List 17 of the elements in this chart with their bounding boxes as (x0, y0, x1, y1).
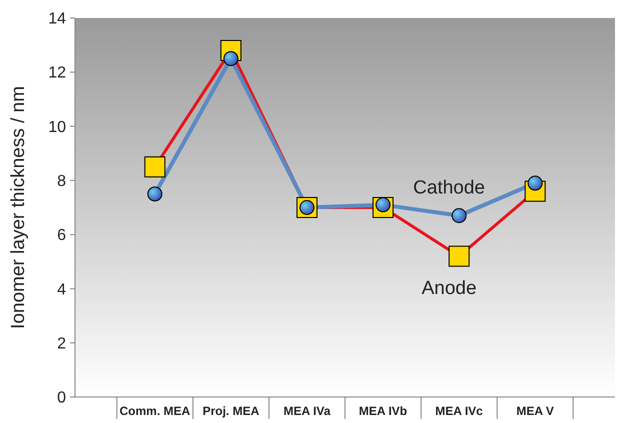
x-tick-label: MEA IVa (284, 404, 331, 418)
y-tick-label: 8 (57, 173, 66, 190)
x-tick-label: MEA IVc (435, 404, 484, 418)
x-tick-label: MEA V (516, 404, 554, 418)
series-label: Anode (422, 278, 477, 300)
y-tick-label: 6 (57, 227, 66, 244)
x-tick-label: MEA IVb (358, 404, 408, 418)
series-label: Cathode (413, 178, 486, 199)
x-tick-label: Proj. MEA (202, 404, 260, 418)
x-tick-label: Comm. MEA (120, 404, 191, 418)
y-tick-label: 10 (48, 118, 66, 136)
y-tick-label: 2 (57, 335, 66, 352)
y-tick-label: 4 (57, 281, 66, 298)
y-tick-label: 0 (57, 390, 66, 407)
y-tick-label: 12 (48, 64, 66, 82)
y-tick-label: 14 (48, 10, 66, 28)
y-axis-title: Ionomer layer thickness / nm (8, 86, 29, 329)
